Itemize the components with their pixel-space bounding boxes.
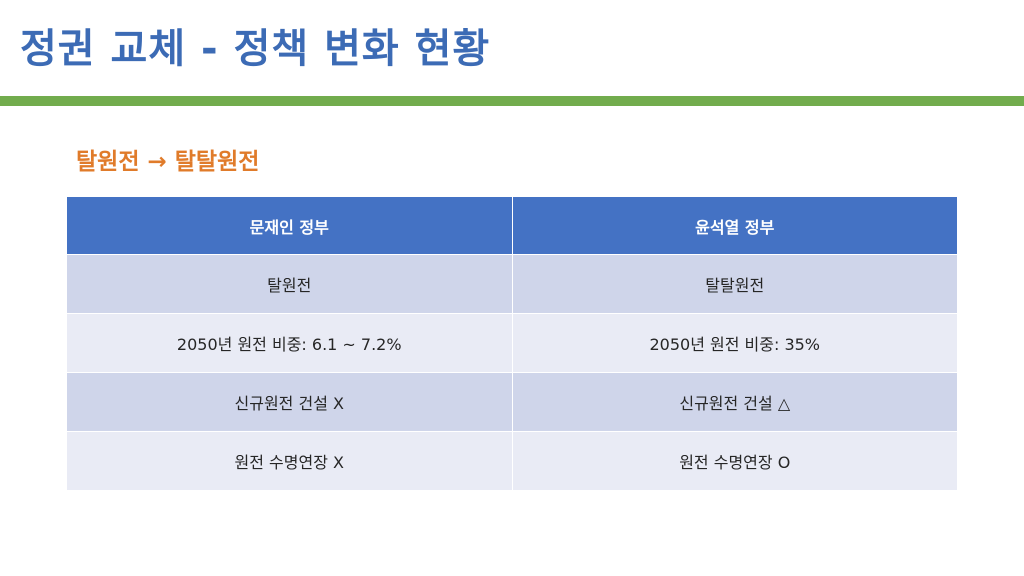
table-cell: 신규원전 건설 △ (511, 372, 958, 432)
table-row: 원전 수명연장 X 원전 수명연장 O (66, 431, 958, 491)
table-cell: 신규원전 건설 X (66, 372, 513, 432)
table-cell: 탈탈원전 (511, 254, 958, 314)
table-cell: 원전 수명연장 O (511, 431, 958, 491)
table-cell: 2050년 원전 비중: 35% (511, 313, 958, 373)
table-cell: 탈원전 (66, 254, 513, 314)
table-row: 신규원전 건설 X 신규원전 건설 △ (66, 372, 958, 432)
title-divider (0, 96, 1024, 106)
header-yoon-government: 윤석열 정부 (511, 196, 958, 255)
slide-title: 정권 교체 - 정책 변화 현황 (20, 26, 491, 72)
policy-comparison-table: 문재인 정부 윤석열 정부 탈원전 탈탈원전 2050년 원전 비중: 6.1 … (66, 196, 958, 491)
table-row: 탈원전 탈탈원전 (66, 254, 958, 314)
table-cell: 원전 수명연장 X (66, 431, 513, 491)
header-moon-government: 문재인 정부 (66, 196, 513, 255)
table-header-row: 문재인 정부 윤석열 정부 (66, 196, 958, 255)
slide-subtitle: 탈원전 → 탈탈원전 (76, 149, 260, 175)
table-row: 2050년 원전 비중: 6.1 ~ 7.2% 2050년 원전 비중: 35% (66, 313, 958, 373)
table-cell: 2050년 원전 비중: 6.1 ~ 7.2% (66, 313, 513, 373)
